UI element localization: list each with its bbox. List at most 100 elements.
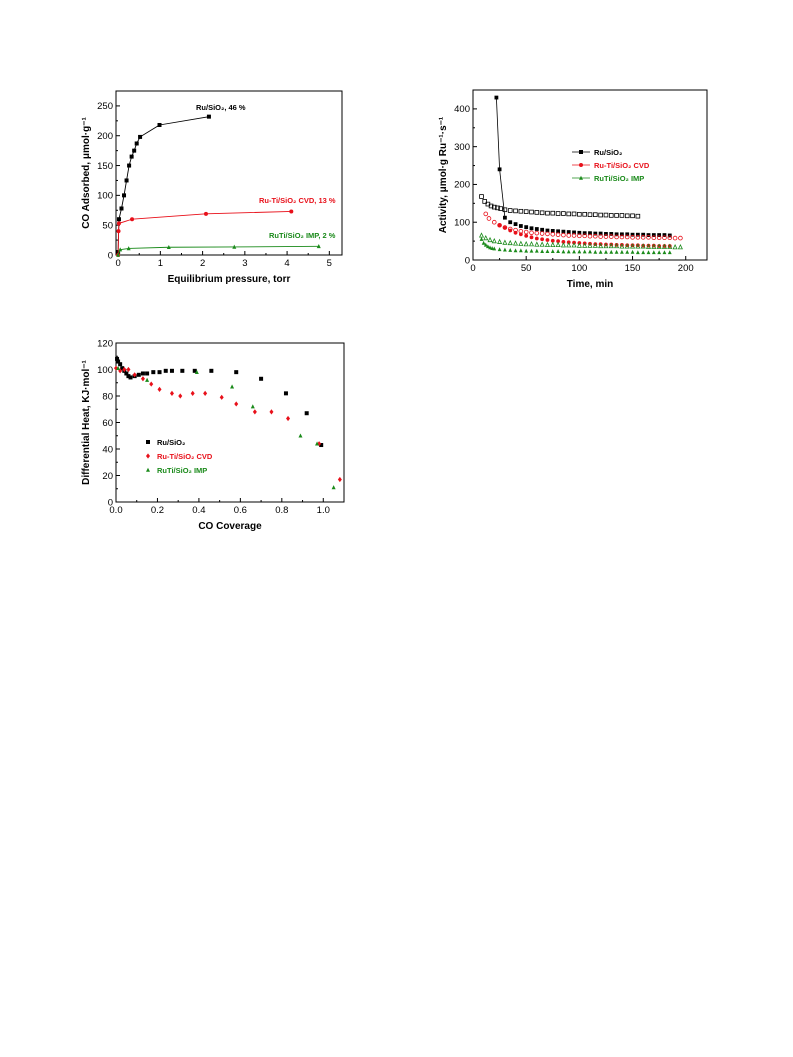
b-plot-frame <box>472 89 708 261</box>
b-data-point <box>572 230 576 235</box>
b-data-point <box>661 243 667 249</box>
b-y-tick-label: 400 <box>454 104 470 115</box>
b-data-point <box>598 231 603 236</box>
b-data-point <box>513 208 518 214</box>
c-data-point <box>180 368 185 373</box>
b-data-point <box>614 242 620 249</box>
b-data-point <box>488 245 492 250</box>
b-data-point <box>497 222 502 228</box>
b-data-point <box>550 249 555 254</box>
series-label-ru-sio2-46: Ru/SiO₂, 46 % <box>196 103 246 112</box>
b-data-point <box>507 208 513 213</box>
b-data-point <box>592 242 598 248</box>
b-data-point <box>513 240 519 246</box>
b-data-point <box>630 213 635 219</box>
b-data-point <box>572 249 576 254</box>
b-data-point <box>645 243 652 249</box>
c-data-point <box>250 404 255 409</box>
b-data-point <box>619 243 625 249</box>
b-data-point <box>598 249 603 254</box>
b-data-point <box>651 235 657 241</box>
b-data-point <box>540 237 545 242</box>
a-data-point <box>129 154 134 159</box>
c-data-point <box>169 390 174 396</box>
b-data-point <box>624 234 630 240</box>
c-data-point <box>178 393 183 399</box>
b-data-point <box>582 249 587 254</box>
c-data-point <box>192 368 197 373</box>
c-data-point <box>122 366 127 373</box>
activity-chart: 0 50 100 150 200 0 100 200 300 400 Time, min Activi… <box>438 89 708 290</box>
b-data-point <box>614 232 619 237</box>
b-data-point <box>524 225 529 230</box>
b-data-point <box>576 242 582 248</box>
b-data-point <box>614 249 619 254</box>
b-data-point <box>625 249 630 254</box>
b-data-point <box>577 233 582 239</box>
a-y-tick-label: 0 <box>108 250 113 261</box>
b-legend-label: RuTi/SiO₂ IMP <box>594 174 644 183</box>
differential-heat-legend: Ru/SiO₂ Ru-Ti/SiO₂ CVD RuTi/SiO₂ IMP <box>146 438 213 475</box>
b-data-point <box>556 249 560 254</box>
b-data-point <box>614 234 619 240</box>
b-data-point <box>539 241 545 247</box>
b-x-tick-label: 100 <box>571 263 587 274</box>
a-data-point <box>122 193 127 198</box>
c-plot-frame <box>115 342 345 503</box>
b-y-tick-label: 200 <box>454 180 470 191</box>
c-data-point <box>116 359 121 364</box>
c-legend-marker <box>146 440 150 444</box>
b-y-tick-label: 0 <box>465 255 470 266</box>
b-data-point <box>677 244 683 250</box>
b-data-point <box>603 242 609 249</box>
b-data-point <box>593 231 598 236</box>
b-data-point <box>587 242 593 248</box>
b-data-point <box>550 229 555 233</box>
b-data-point <box>529 226 534 231</box>
b-data-point <box>678 235 683 241</box>
c-data-point <box>194 369 199 374</box>
c-data-point <box>145 377 150 382</box>
b-data-point <box>545 238 550 242</box>
b-data-point <box>635 250 640 255</box>
b-data-point <box>486 216 492 221</box>
c-y-tick-label: 100 <box>97 365 113 376</box>
a-y-tick-label: 50 <box>102 220 113 231</box>
b-data-point <box>667 235 673 241</box>
b-data-point <box>588 249 592 254</box>
b-data-point <box>550 238 555 243</box>
b-data-point <box>550 232 556 237</box>
b-data-point <box>534 248 539 253</box>
b-data-point <box>657 233 662 237</box>
b-data-point <box>609 249 614 254</box>
differential-heat-axes: 0.0 0.2 0.4 0.6 0.8 1.0 0 20 40 60 80 100 120 CO Cove… <box>81 338 345 532</box>
b-data-point <box>529 248 534 253</box>
b-data-point <box>503 215 507 220</box>
b-data-point <box>625 232 630 237</box>
b-data-point <box>491 204 497 210</box>
b-data-point <box>478 232 485 238</box>
b-data-point <box>555 211 561 216</box>
b-data-point <box>566 211 572 217</box>
c-legend-label: Ru/SiO₂ <box>157 438 185 447</box>
a-y-tick-label: 200 <box>97 131 113 142</box>
b-data-point <box>518 208 524 214</box>
b-data-point <box>507 239 513 246</box>
differential-heat-chart: 0.0 0.2 0.4 0.6 0.8 1.0 0 20 40 60 80 100 120 CO Cove… <box>81 338 345 532</box>
c-legend-label: Ru-Ti/SiO₂ CVD <box>157 452 213 461</box>
b-data-point <box>518 224 523 228</box>
b-data-point <box>534 230 540 236</box>
b-data-point <box>545 231 550 237</box>
a-data-point <box>124 178 129 183</box>
c-data-point <box>315 441 320 446</box>
b-data-point <box>488 203 494 209</box>
b-data-point <box>485 244 490 249</box>
b-data-point <box>491 237 497 244</box>
b-data-point <box>635 213 641 219</box>
b-data-point <box>593 212 598 217</box>
b-data-point <box>523 229 529 235</box>
b-data-point <box>556 229 560 234</box>
b-data-point <box>534 241 540 247</box>
c-data-point <box>283 391 288 396</box>
b-data-point <box>624 243 630 249</box>
